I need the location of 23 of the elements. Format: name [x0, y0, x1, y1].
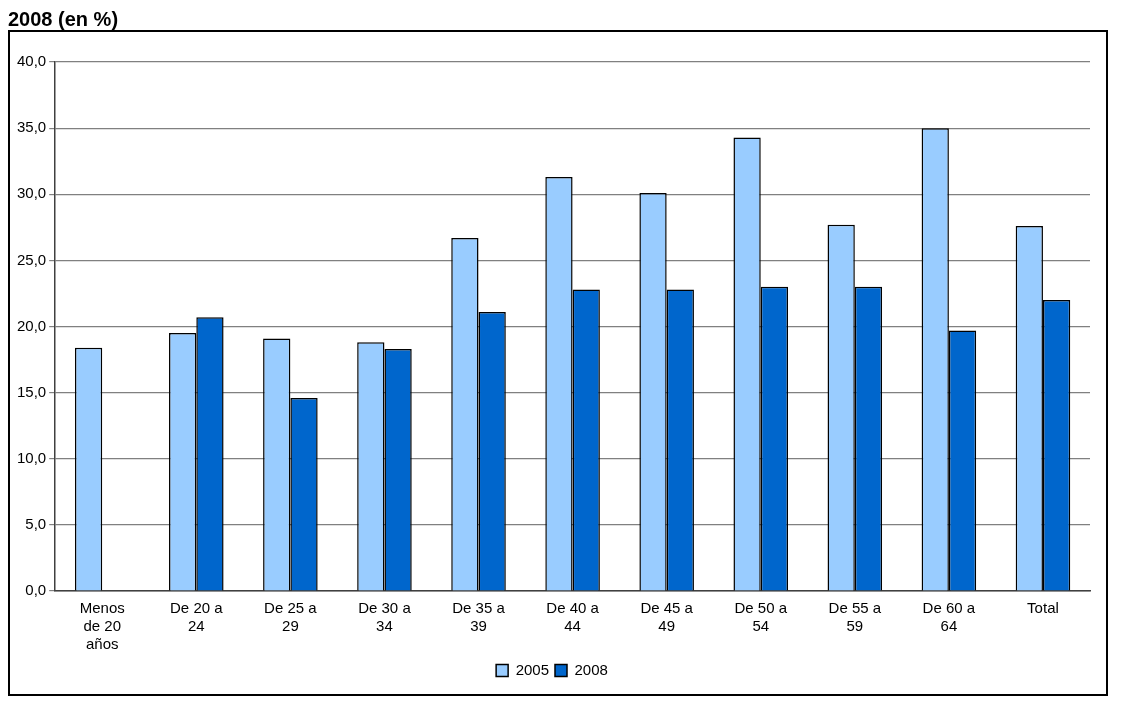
- y-tick-label: 30,0: [16, 184, 47, 202]
- x-tick-label: De 45 a 49: [640, 599, 694, 635]
- legend-label: 2005: [515, 660, 550, 678]
- x-tick-label: Menos de 20 años: [79, 599, 125, 653]
- y-tick-label: 20,0: [16, 316, 47, 334]
- y-tick-label: 40,0: [16, 52, 47, 70]
- x-tick-label: De 40 a 44: [546, 599, 600, 635]
- x-tick-label: De 50 a 54: [734, 599, 788, 635]
- x-tick-label: Total: [1027, 599, 1059, 617]
- y-tick-label: 5,0: [25, 515, 47, 533]
- y-tick-label: 35,0: [16, 118, 47, 136]
- x-tick-label: De 35 a 39: [452, 599, 506, 635]
- y-tick-label: 10,0: [16, 448, 47, 466]
- y-tick-label: 0,0: [25, 581, 47, 599]
- y-tick-label: 25,0: [16, 250, 47, 268]
- legend-label: 2008: [574, 660, 608, 678]
- x-tick-label: De 60 a 64: [922, 599, 976, 635]
- x-tick-label: De 25 a 29: [264, 599, 318, 635]
- y-tick-label: 15,0: [16, 382, 47, 400]
- x-tick-label: De 20 a 24: [170, 599, 224, 635]
- x-tick-label: De 30 a 34: [358, 599, 412, 635]
- chart-title: 2008 (en %): [8, 8, 120, 30]
- x-tick-label: De 55 a 59: [828, 599, 882, 635]
